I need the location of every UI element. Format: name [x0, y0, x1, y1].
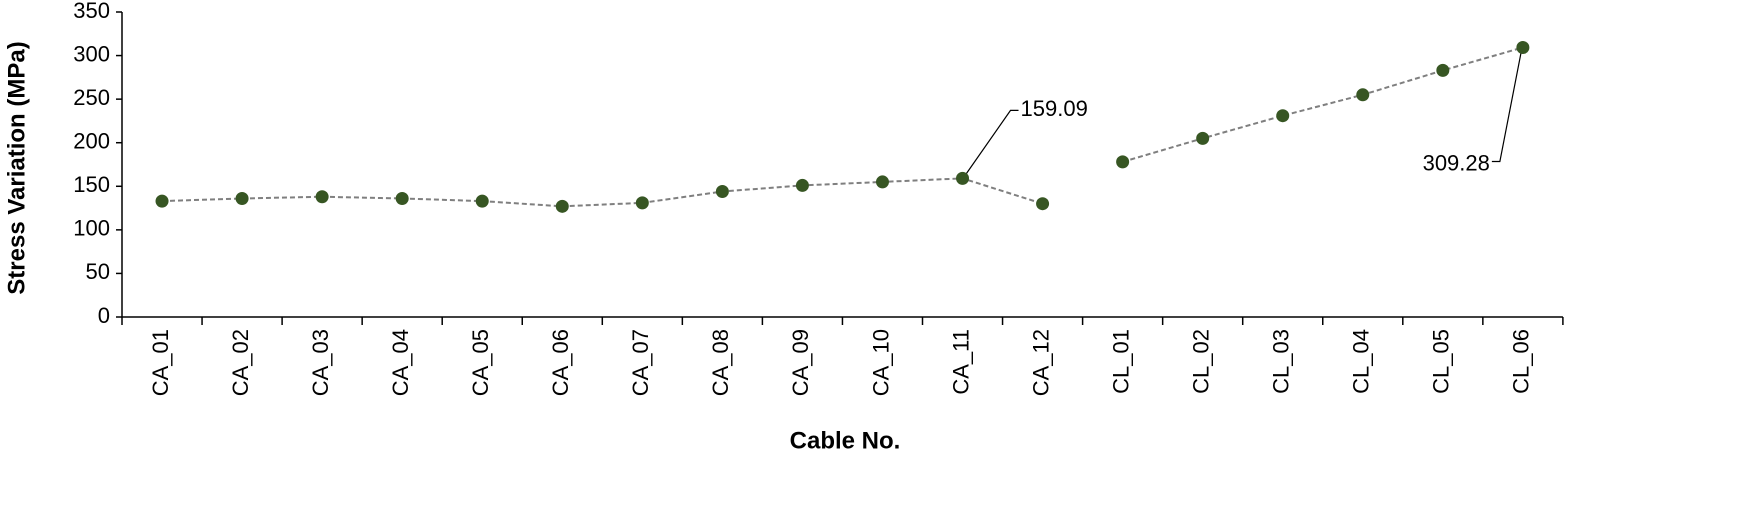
data-point — [1116, 155, 1130, 169]
data-point — [315, 190, 329, 204]
data-point — [635, 196, 649, 210]
data-point — [155, 194, 169, 208]
y-tick-label: 300 — [73, 41, 110, 66]
data-point — [475, 194, 489, 208]
x-tick-label: CL_04 — [1349, 329, 1374, 394]
x-tick-label: CA_03 — [308, 329, 333, 396]
data-point — [235, 191, 249, 205]
y-tick-label: 250 — [73, 85, 110, 110]
series-line — [1122, 46, 1524, 163]
x-tick-label: CL_06 — [1509, 329, 1534, 394]
data-point — [1516, 40, 1530, 54]
x-tick-label: CA_10 — [868, 329, 893, 396]
x-tick-label: CA_04 — [388, 329, 413, 396]
x-tick-label: CL_02 — [1188, 329, 1213, 394]
y-tick-label: 50 — [86, 259, 110, 284]
data-point — [1196, 131, 1210, 145]
data-point — [875, 175, 889, 189]
data-point — [715, 185, 729, 199]
x-tick-label: CL_03 — [1269, 329, 1294, 394]
y-tick-label: 0 — [98, 303, 110, 328]
x-tick-label: CL_05 — [1429, 329, 1454, 394]
y-tick-label: 200 — [73, 129, 110, 154]
x-tick-label: CA_08 — [708, 329, 733, 396]
data-point — [1276, 109, 1290, 123]
leader-line — [1491, 53, 1522, 163]
y-tick-label: 150 — [73, 172, 110, 197]
series-line — [161, 177, 1043, 208]
x-tick-label: CA_05 — [468, 329, 493, 396]
x-tick-label: CA_02 — [228, 329, 253, 396]
y-tick-label: 350 — [73, 0, 110, 23]
y-tick-label: 100 — [73, 216, 110, 241]
data-point — [956, 171, 970, 185]
x-axis-title: Cable No. — [790, 427, 901, 454]
x-tick-label: CA_07 — [628, 329, 653, 396]
x-tick-label: CA_01 — [148, 329, 173, 396]
data-label: 159.09 — [1021, 96, 1088, 121]
x-tick-label: CA_06 — [548, 329, 573, 396]
data-point — [1436, 63, 1450, 77]
y-axis-title: Stress Variation (MPa) — [3, 41, 30, 294]
data-point — [555, 199, 569, 213]
data-point — [1356, 88, 1370, 102]
x-tick-label: CA_11 — [948, 329, 973, 395]
data-label: 309.28 — [1423, 150, 1490, 175]
leader-line — [966, 109, 1019, 174]
x-tick-label: CL_01 — [1108, 329, 1133, 394]
x-tick-label: CA_09 — [788, 329, 813, 396]
data-point — [395, 191, 409, 205]
data-point — [1036, 197, 1050, 211]
x-tick-label: CA_12 — [1028, 329, 1053, 396]
data-point — [795, 178, 809, 192]
